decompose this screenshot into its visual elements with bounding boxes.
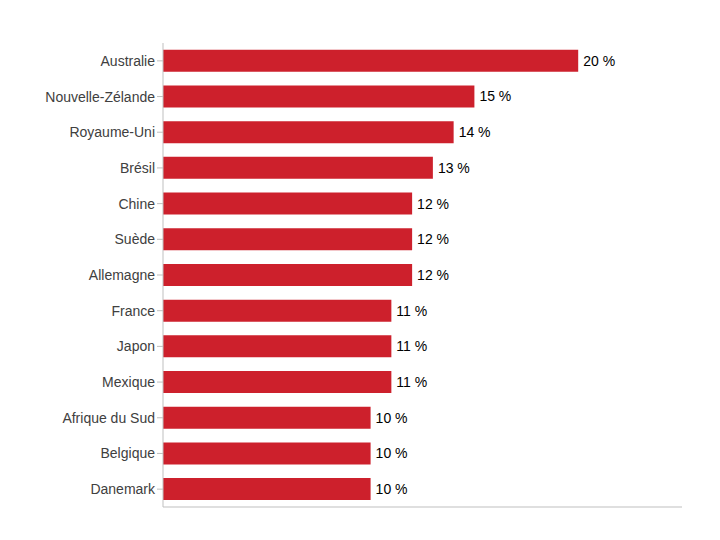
svg-text:10 %: 10 % — [376, 481, 408, 497]
svg-text:12 %: 12 % — [417, 267, 449, 283]
svg-text:Afrique du Sud: Afrique du Sud — [62, 410, 155, 426]
svg-text:20 %: 20 % — [583, 53, 615, 69]
svg-text:10 %: 10 % — [376, 410, 408, 426]
svg-text:Suède: Suède — [115, 231, 156, 247]
svg-text:Royaume-Uni: Royaume-Uni — [69, 124, 155, 140]
svg-text:Allemagne: Allemagne — [89, 267, 155, 283]
svg-text:Japon: Japon — [117, 338, 155, 354]
svg-text:Australie: Australie — [101, 53, 156, 69]
svg-text:12 %: 12 % — [417, 196, 449, 212]
svg-text:11 %: 11 % — [396, 303, 427, 319]
svg-text:Mexique: Mexique — [102, 374, 155, 390]
svg-text:13 %: 13 % — [438, 160, 470, 176]
svg-text:14 %: 14 % — [459, 124, 491, 140]
svg-text:10 %: 10 % — [376, 445, 408, 461]
svg-text:Nouvelle-Zélande: Nouvelle-Zélande — [45, 89, 155, 105]
svg-text:Belgique: Belgique — [101, 445, 156, 461]
svg-text:Danemark: Danemark — [90, 481, 156, 497]
svg-text:11 %: 11 % — [396, 338, 427, 354]
svg-text:15 %: 15 % — [479, 88, 511, 104]
svg-text:Brésil: Brésil — [120, 160, 155, 176]
svg-text:11 %: 11 % — [396, 374, 427, 390]
svg-text:France: France — [111, 303, 155, 319]
svg-text:12 %: 12 % — [417, 231, 449, 247]
svg-text:Chine: Chine — [118, 196, 155, 212]
